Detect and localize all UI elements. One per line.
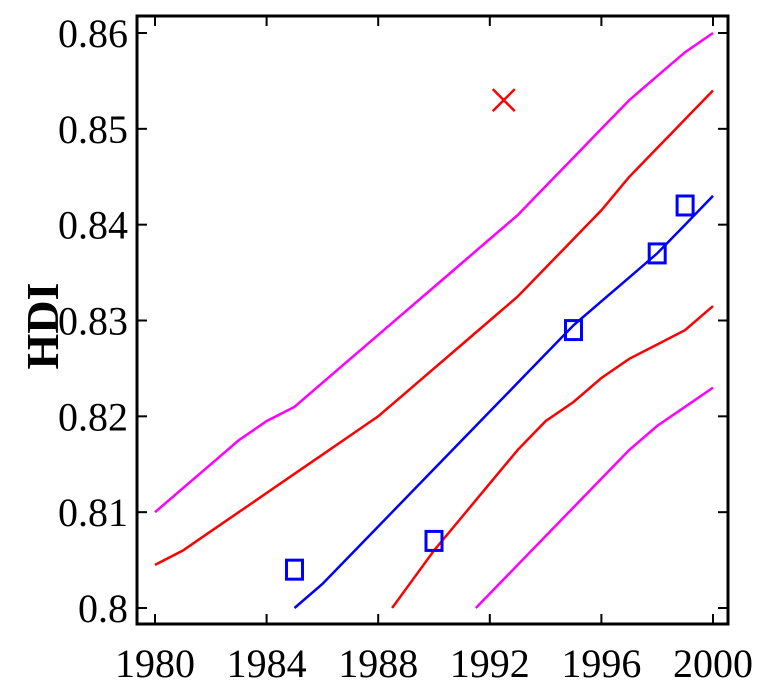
series-layer (154, 31, 714, 609)
y-tick-label: 0.84 (58, 203, 128, 248)
ticks-layer (137, 16, 728, 624)
labels-layer: 1980 1984 1988 1992 1996 2000 0.8 0.81 0.82 0.83 0… (58, 11, 753, 686)
y-tick-label: 0.83 (58, 299, 128, 344)
x-tick-label: 1980 (115, 641, 195, 686)
data-point-square (675, 194, 695, 217)
x-tick-label: 1992 (450, 641, 530, 686)
data-point-square (647, 242, 667, 265)
series-line (293, 195, 714, 609)
series-2-line (293, 195, 714, 609)
x-tick-label: 1996 (561, 641, 641, 686)
y-tick-label: 0.82 (58, 394, 128, 439)
data-point-square (424, 529, 444, 552)
series-5-square (285, 194, 695, 581)
series-6-x (491, 88, 516, 112)
series-line (474, 386, 714, 609)
x-tick-label: 1984 (227, 641, 307, 686)
series-line (154, 89, 714, 567)
x-tick-label: 2000 (673, 641, 753, 686)
y-tick-label: 0.8 (78, 586, 128, 631)
series-3-line (391, 305, 714, 609)
y-axis-label: HDI (17, 283, 68, 370)
series-0-line (154, 31, 714, 514)
series-4-line (474, 386, 714, 609)
series-line (391, 305, 714, 609)
series-1-line (154, 89, 714, 567)
data-point-square (564, 319, 583, 342)
data-point-square (285, 558, 304, 581)
y-tick-label: 0.85 (58, 107, 128, 152)
series-line (154, 31, 714, 514)
x-tick-label: 1988 (338, 641, 418, 686)
y-tick-label: 0.81 (58, 490, 128, 535)
data-point-x (491, 88, 516, 112)
y-tick-label: 0.86 (58, 11, 128, 56)
